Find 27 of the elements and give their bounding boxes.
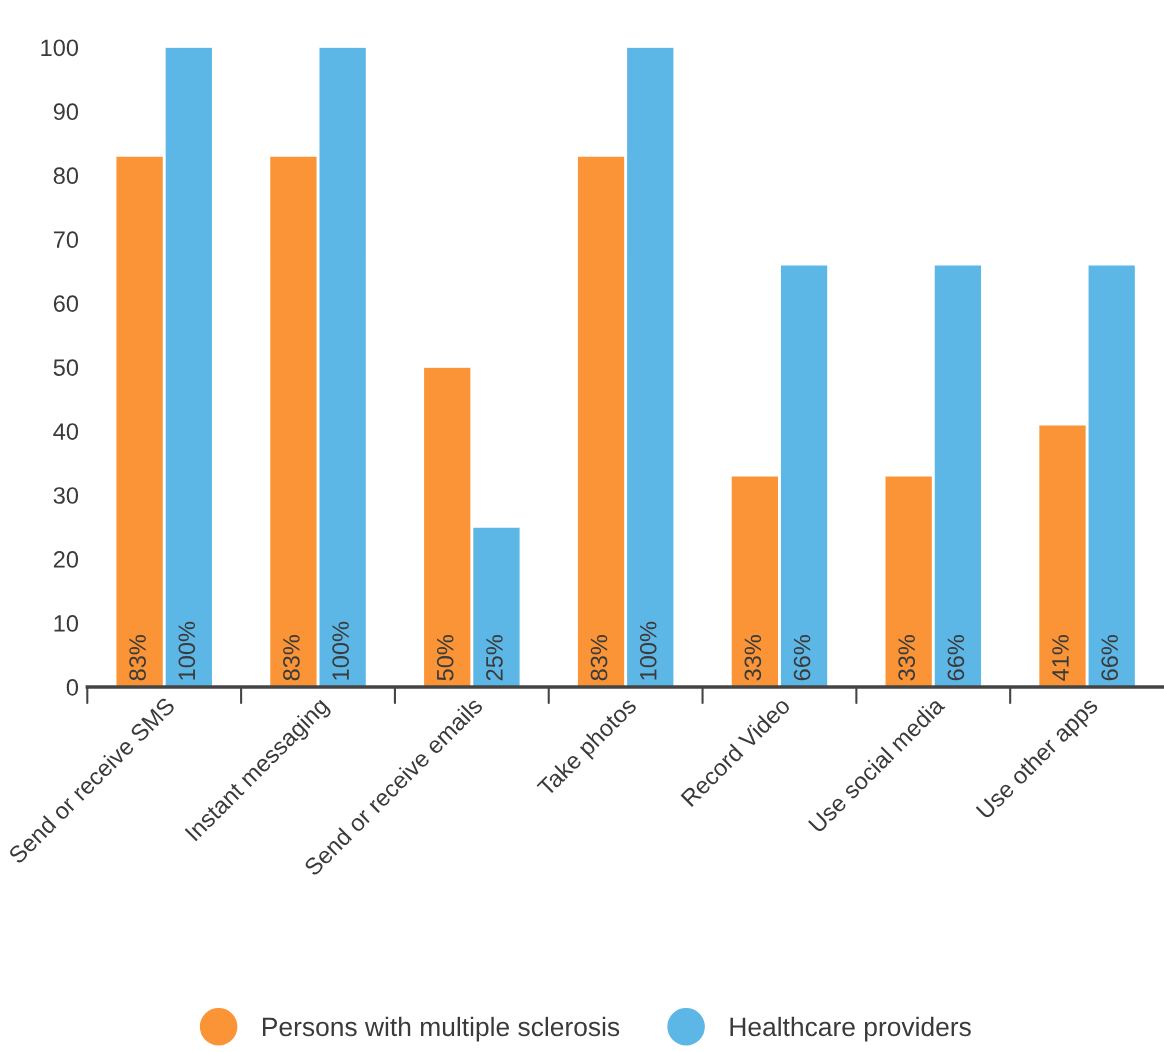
legend-label: Persons with multiple sclerosis xyxy=(263,1016,620,1042)
y-tick-label: 100 xyxy=(41,39,79,57)
data-label: 83% xyxy=(283,634,300,681)
data-label: 83% xyxy=(590,634,608,681)
data-label: 41% xyxy=(1052,634,1069,681)
data-label: 66% xyxy=(793,634,811,681)
legend-label: Healthcare providers xyxy=(730,1016,971,1042)
data-label: 83% xyxy=(129,634,146,681)
y-tick-label: 20 xyxy=(53,551,79,568)
data-label: 33% xyxy=(898,634,916,681)
y-tick-label: 10 xyxy=(54,615,79,632)
data-label: 33% xyxy=(744,634,762,681)
y-tick-label: 30 xyxy=(53,487,79,504)
data-label: 25% xyxy=(486,634,503,681)
data-label: 50% xyxy=(436,634,454,681)
y-tick-label: 50 xyxy=(53,359,79,376)
y-tick-label: 90 xyxy=(53,103,79,121)
data-label: 66% xyxy=(947,634,965,681)
data-label: 100% xyxy=(639,621,657,680)
y-tick-label: 80 xyxy=(53,167,79,185)
y-tick-label: 60 xyxy=(53,295,79,312)
data-label: 100% xyxy=(332,621,349,680)
y-tick-label: 0 xyxy=(66,679,79,696)
data-label: 66% xyxy=(1101,634,1119,681)
y-tick-label: 70 xyxy=(53,231,79,249)
data-label: 100% xyxy=(178,621,196,680)
y-tick-label: 40 xyxy=(53,423,79,440)
